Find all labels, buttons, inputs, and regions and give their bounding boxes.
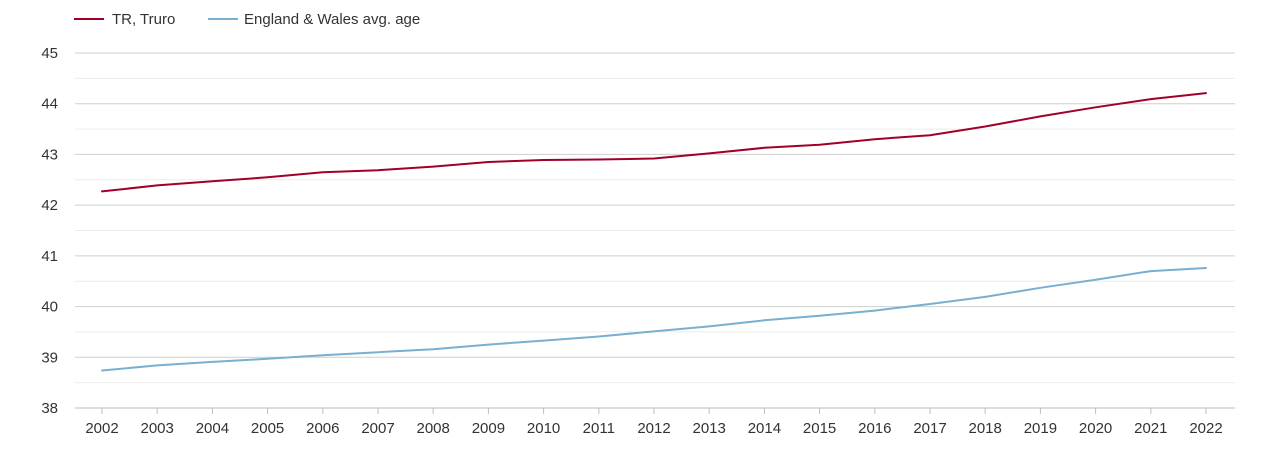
- x-tick-label: 2021: [1134, 420, 1167, 437]
- y-tick-label: 42: [41, 197, 58, 214]
- x-tick-label: 2008: [417, 420, 450, 437]
- x-tick-label: 2002: [85, 420, 118, 437]
- x-tick-label: 2010: [527, 420, 560, 437]
- legend-label-truro: TR, Truro: [112, 11, 175, 28]
- x-tick-label: 2016: [858, 420, 891, 437]
- x-axis: 2002 2003 2004 2005 2006 2007 2008 2009 2010 2011…: [75, 407, 1235, 437]
- legend-item-england-wales[interactable]: England & Wales avg. age: [208, 11, 420, 28]
- x-tick-label: 2005: [251, 420, 284, 437]
- y-tick-label: 45: [41, 45, 58, 62]
- series-line-england-wales[interactable]: [101, 267, 1207, 372]
- x-tick-label: 2006: [306, 420, 339, 437]
- gridlines: [75, 52, 1235, 384]
- y-tick-label: 44: [41, 96, 58, 113]
- y-tick-label: 40: [41, 299, 58, 316]
- y-tick-label: 39: [41, 349, 58, 366]
- y-tick-label: 41: [41, 248, 58, 265]
- y-tick-label: 43: [41, 146, 58, 163]
- legend-item-truro[interactable]: TR, Truro: [74, 11, 175, 28]
- y-axis: 38 39 40 41 42 43 44 45: [41, 45, 58, 417]
- x-tick-label: 2011: [583, 420, 615, 437]
- x-tick-label: 2015: [803, 420, 836, 437]
- x-tick-label: 2003: [141, 420, 174, 437]
- x-tick-label: 2020: [1079, 420, 1112, 437]
- x-tick-label: 2013: [693, 420, 726, 437]
- x-tick-label: 2012: [637, 420, 670, 437]
- series-line-truro[interactable]: [101, 92, 1207, 193]
- x-tick-label: 2014: [748, 420, 781, 437]
- x-tick-label: 2009: [472, 420, 505, 437]
- y-tick-label: 38: [41, 400, 58, 417]
- x-tick-label: 2004: [196, 420, 229, 437]
- legend-label-england-wales: England & Wales avg. age: [244, 11, 420, 28]
- x-tick-label: 2018: [969, 420, 1002, 437]
- x-tick-label: 2007: [361, 420, 394, 437]
- x-tick-label: 2019: [1024, 420, 1057, 437]
- x-tick-label: 2022: [1189, 420, 1222, 437]
- series-layer: [101, 92, 1207, 372]
- x-tick-label: 2017: [913, 420, 946, 437]
- legend: TR, Truro England & Wales avg. age: [74, 11, 420, 28]
